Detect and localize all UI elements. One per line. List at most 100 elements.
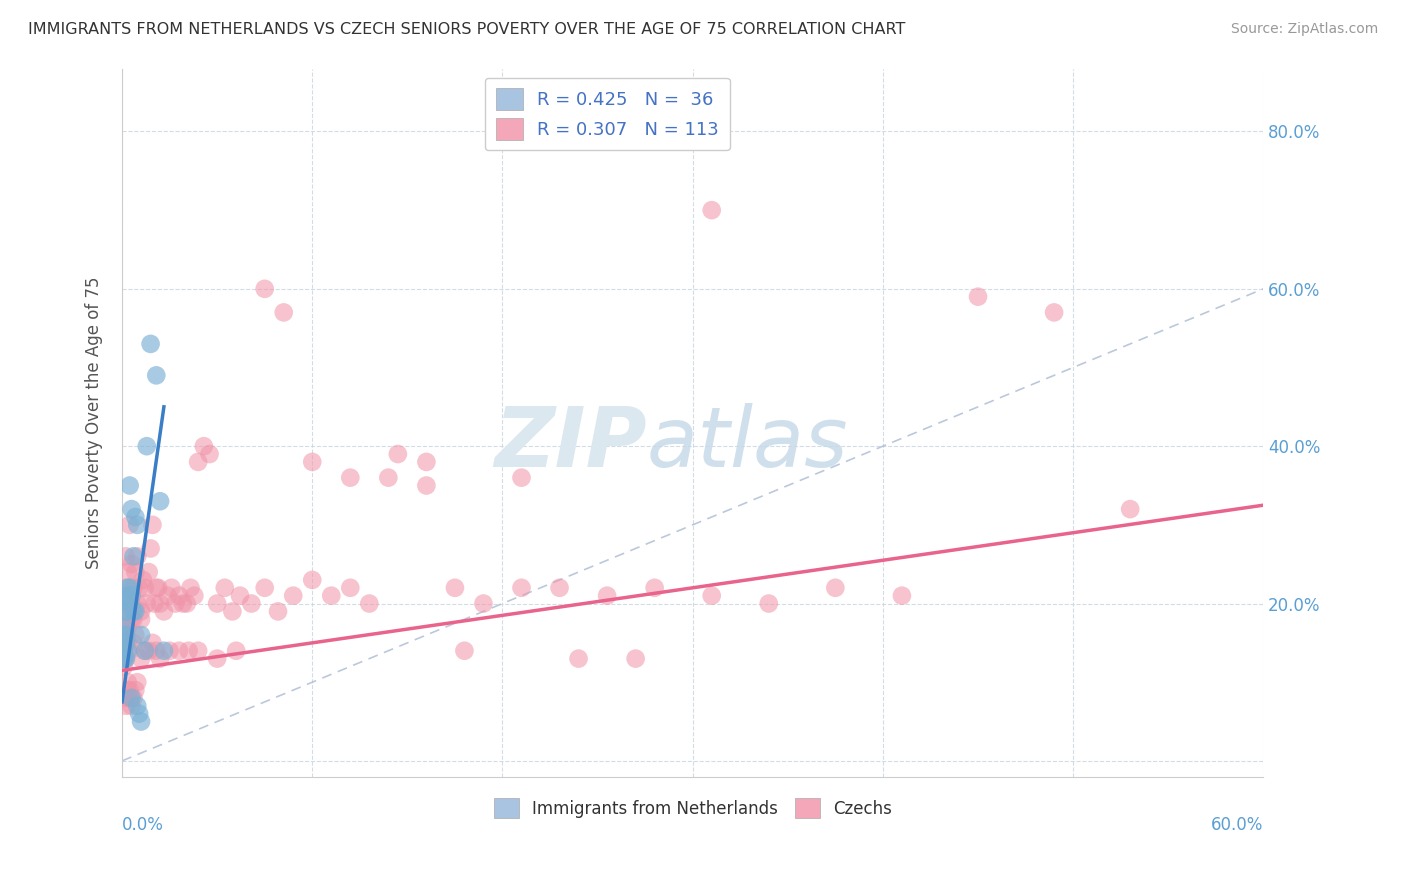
- Point: [112, 636, 135, 650]
- Point: [129, 612, 152, 626]
- Point: [117, 620, 139, 634]
- Point: [112, 651, 135, 665]
- Text: Source: ZipAtlas.com: Source: ZipAtlas.com: [1230, 22, 1378, 37]
- Point: [124, 604, 146, 618]
- Point: [253, 581, 276, 595]
- Point: [122, 581, 145, 595]
- Point: [124, 683, 146, 698]
- Point: [644, 581, 666, 595]
- Point: [700, 203, 723, 218]
- Point: [205, 651, 228, 665]
- Legend: Immigrants from Netherlands, Czechs: Immigrants from Netherlands, Czechs: [486, 791, 898, 825]
- Point: [134, 644, 156, 658]
- Point: [117, 581, 139, 595]
- Point: [138, 644, 160, 658]
- Point: [112, 651, 135, 665]
- Point: [117, 683, 139, 698]
- Point: [183, 589, 205, 603]
- Point: [115, 604, 138, 618]
- Point: [301, 573, 323, 587]
- Point: [127, 597, 149, 611]
- Point: [139, 337, 162, 351]
- Point: [129, 714, 152, 729]
- Point: [117, 675, 139, 690]
- Point: [112, 628, 135, 642]
- Point: [205, 597, 228, 611]
- Point: [124, 628, 146, 642]
- Point: [138, 565, 160, 579]
- Point: [359, 597, 381, 611]
- Point: [415, 478, 437, 492]
- Point: [117, 604, 139, 618]
- Point: [112, 659, 135, 673]
- Point: [122, 549, 145, 564]
- Point: [115, 651, 138, 665]
- Point: [177, 644, 200, 658]
- Point: [624, 651, 647, 665]
- Point: [129, 651, 152, 665]
- Point: [339, 581, 361, 595]
- Point: [121, 612, 143, 626]
- Point: [321, 589, 343, 603]
- Point: [121, 690, 143, 705]
- Point: [472, 597, 495, 611]
- Point: [129, 604, 152, 618]
- Point: [548, 581, 571, 595]
- Point: [253, 282, 276, 296]
- Point: [283, 589, 305, 603]
- Point: [118, 683, 141, 698]
- Point: [240, 597, 263, 611]
- Point: [145, 368, 167, 383]
- Point: [510, 581, 533, 595]
- Point: [198, 447, 221, 461]
- Point: [700, 589, 723, 603]
- Point: [135, 439, 157, 453]
- Point: [121, 502, 143, 516]
- Point: [122, 604, 145, 618]
- Point: [112, 644, 135, 658]
- Point: [510, 470, 533, 484]
- Point: [267, 604, 290, 618]
- Point: [145, 644, 167, 658]
- Point: [139, 541, 162, 556]
- Point: [167, 589, 190, 603]
- Point: [387, 447, 409, 461]
- Point: [229, 589, 252, 603]
- Point: [167, 644, 190, 658]
- Point: [117, 565, 139, 579]
- Point: [117, 644, 139, 658]
- Point: [122, 612, 145, 626]
- Point: [115, 690, 138, 705]
- Point: [967, 290, 990, 304]
- Point: [135, 597, 157, 611]
- Point: [156, 589, 179, 603]
- Point: [121, 597, 143, 611]
- Point: [159, 644, 181, 658]
- Point: [377, 470, 399, 484]
- Text: 0.0%: 0.0%: [122, 815, 165, 833]
- Point: [160, 581, 183, 595]
- Point: [214, 581, 236, 595]
- Point: [115, 589, 138, 603]
- Point: [122, 690, 145, 705]
- Point: [115, 549, 138, 564]
- Point: [127, 698, 149, 713]
- Point: [128, 581, 150, 595]
- Point: [121, 558, 143, 572]
- Point: [117, 604, 139, 618]
- Point: [115, 651, 138, 665]
- Point: [118, 581, 141, 595]
- Point: [221, 604, 243, 618]
- Point: [824, 581, 846, 595]
- Point: [117, 636, 139, 650]
- Point: [153, 644, 176, 658]
- Point: [453, 644, 475, 658]
- Point: [112, 620, 135, 634]
- Point: [149, 494, 172, 508]
- Point: [890, 589, 912, 603]
- Point: [118, 478, 141, 492]
- Point: [132, 573, 155, 587]
- Point: [187, 455, 209, 469]
- Point: [145, 581, 167, 595]
- Point: [758, 597, 780, 611]
